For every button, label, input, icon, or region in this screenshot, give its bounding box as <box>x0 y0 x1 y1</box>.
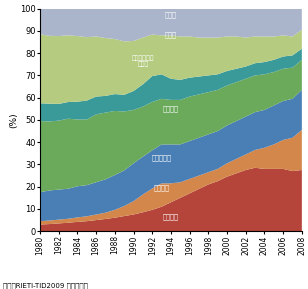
Text: 電気機械: 電気機械 <box>163 214 179 220</box>
Text: 繊維製品: 繊維製品 <box>163 105 179 112</box>
Text: パルプ・紙・
木製品: パルプ・紙・ 木製品 <box>132 55 154 67</box>
Text: 食料品: 食料品 <box>165 31 177 38</box>
Text: 資料：RIETI-TID2009 から作成。: 資料：RIETI-TID2009 から作成。 <box>3 283 88 289</box>
Text: その他: その他 <box>165 11 177 18</box>
Text: 雑貨・玩具: 雑貨・玩具 <box>152 154 172 161</box>
Y-axis label: (%): (%) <box>10 112 19 128</box>
Text: 一般機械: 一般機械 <box>154 184 170 191</box>
